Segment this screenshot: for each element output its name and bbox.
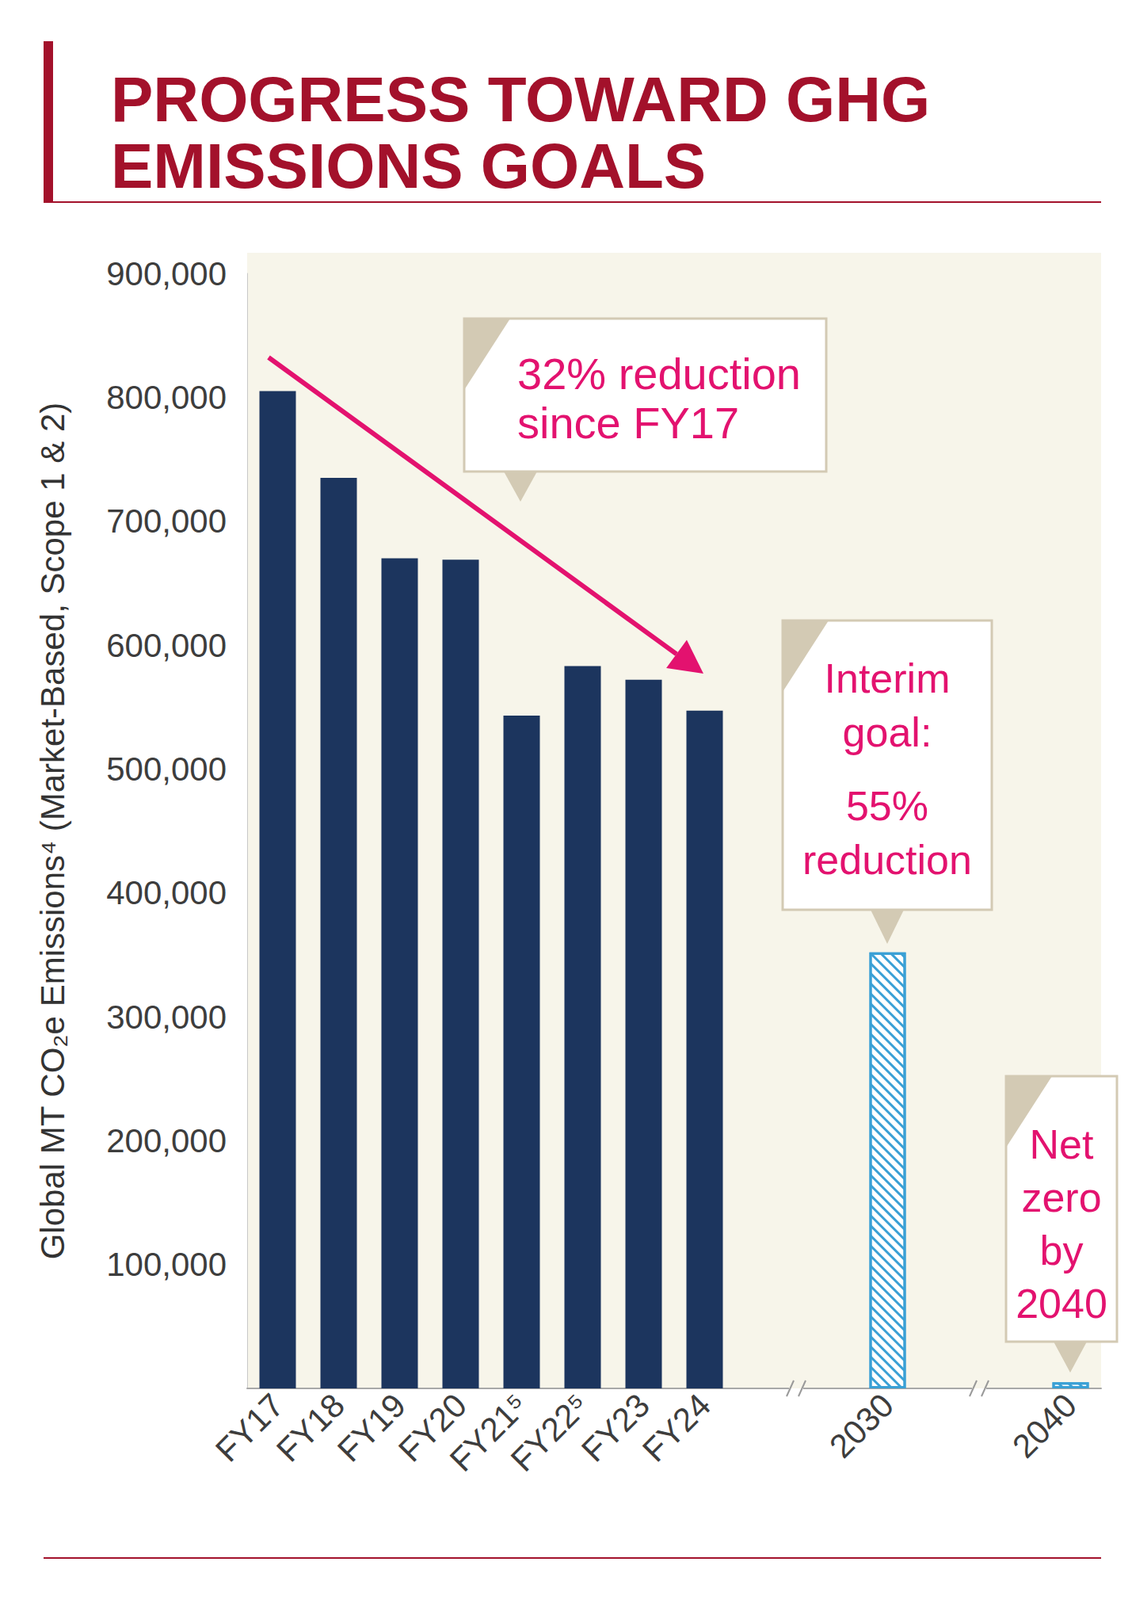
svg-text:since FY17: since FY17	[517, 397, 740, 448]
svg-text:500,000: 500,000	[106, 750, 227, 788]
svg-text:FY24: FY24	[635, 1385, 718, 1468]
svg-text:55%: 55%	[846, 782, 929, 829]
svg-text:PROGRESS TOWARD GHG: PROGRESS TOWARD GHG	[110, 64, 930, 135]
svg-text:100,000: 100,000	[106, 1245, 227, 1283]
svg-text:2040: 2040	[1015, 1280, 1108, 1327]
svg-text:400,000: 400,000	[106, 873, 227, 911]
svg-text:reduction: reduction	[802, 836, 972, 883]
svg-text:Global MT CO₂e Emissions⁴ (Mar: Global MT CO₂e Emissions⁴ (Market-Based,…	[34, 402, 72, 1260]
svg-text:600,000: 600,000	[106, 626, 227, 664]
svg-text:FY22⁵: FY22⁵	[503, 1385, 597, 1479]
svg-text:zero: zero	[1021, 1173, 1102, 1220]
svg-text:800,000: 800,000	[106, 378, 227, 416]
svg-text:700,000: 700,000	[106, 502, 227, 540]
svg-text:2040: 2040	[1005, 1385, 1084, 1464]
svg-text:32% reduction: 32% reduction	[517, 348, 801, 399]
svg-text:2030: 2030	[822, 1385, 901, 1464]
svg-text:FY21⁵: FY21⁵	[442, 1385, 535, 1479]
svg-text:FY20: FY20	[391, 1385, 474, 1469]
svg-text:FY23: FY23	[574, 1385, 657, 1468]
svg-text:Net: Net	[1029, 1120, 1094, 1167]
svg-text:300,000: 300,000	[106, 998, 227, 1036]
svg-text:FY19: FY19	[330, 1385, 413, 1468]
svg-text:FY18: FY18	[269, 1385, 352, 1468]
svg-text:200,000: 200,000	[106, 1121, 227, 1159]
svg-text:by: by	[1040, 1227, 1084, 1274]
svg-text:FY17: FY17	[208, 1385, 291, 1468]
svg-text:900,000: 900,000	[106, 255, 227, 293]
svg-text:goal:: goal:	[842, 708, 933, 755]
svg-text:EMISSIONS GOALS: EMISSIONS GOALS	[110, 130, 706, 202]
svg-text:Interim: Interim	[824, 655, 951, 702]
